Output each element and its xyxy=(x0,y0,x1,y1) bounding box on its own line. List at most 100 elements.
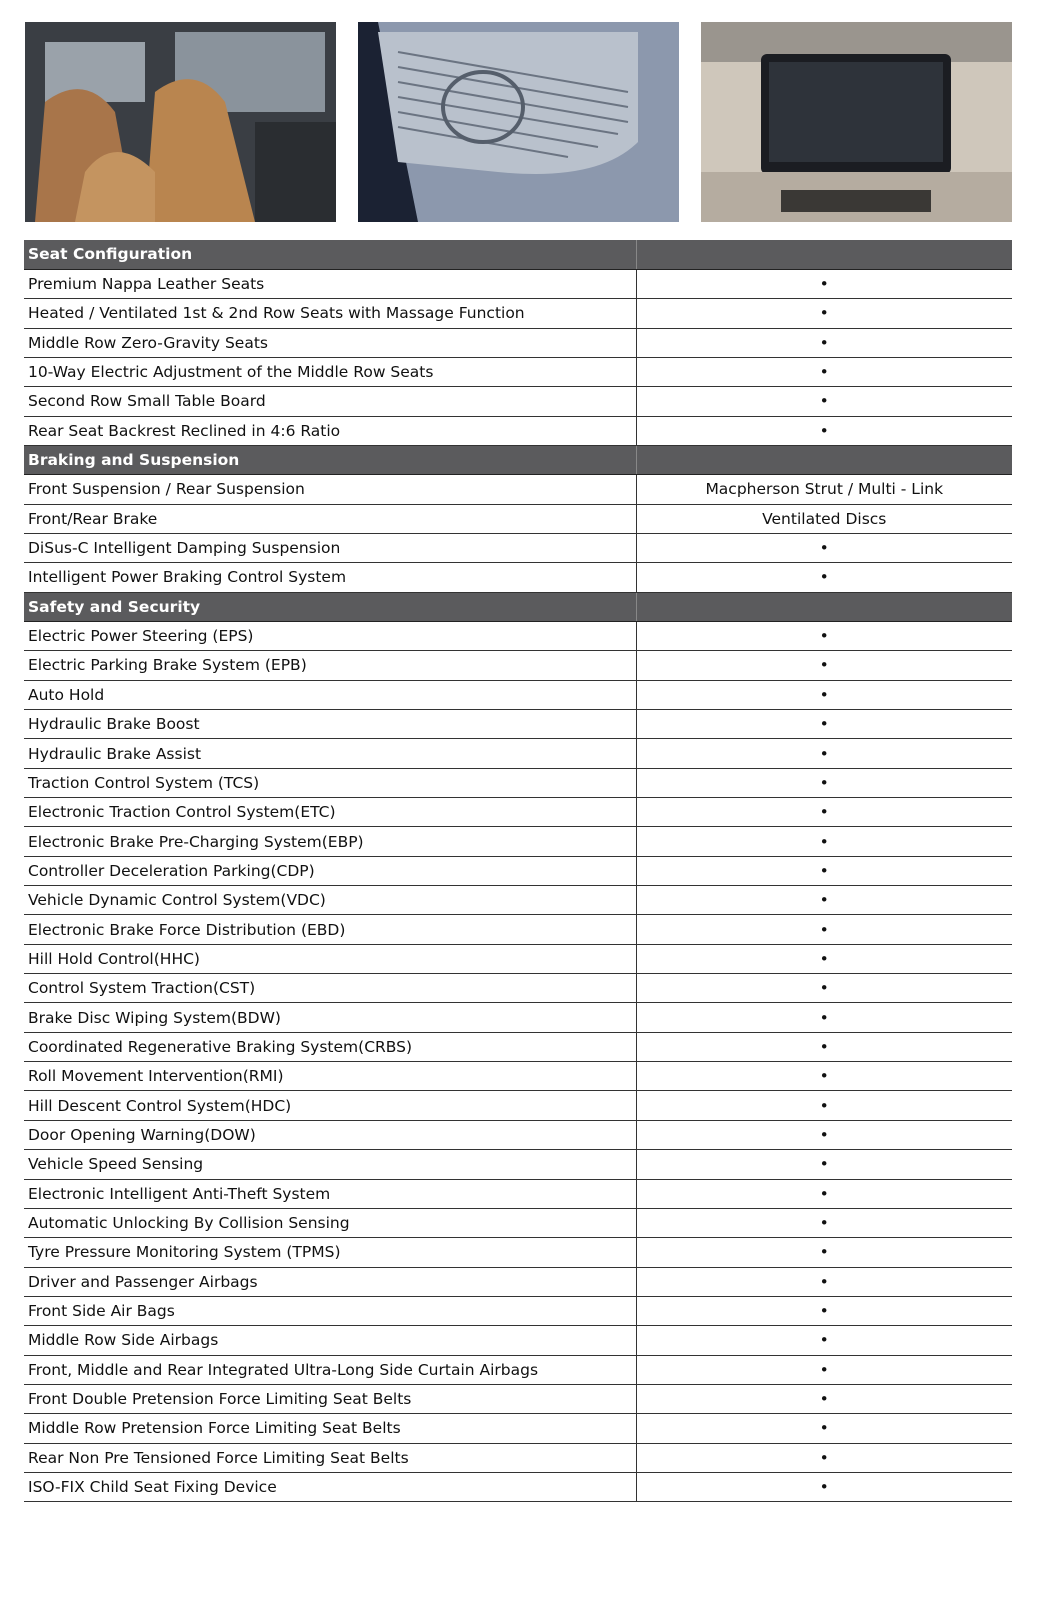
spec-value: • xyxy=(635,1090,1012,1121)
section-header-blank xyxy=(635,592,1012,622)
spec-label: Electronic Brake Force Distribution (EBD… xyxy=(24,914,636,945)
spec-label: Brake Disc Wiping System(BDW) xyxy=(24,1002,636,1033)
spec-label: Front, Middle and Rear Integrated Ultra-… xyxy=(24,1355,636,1385)
spec-row: Door Opening Warning(DOW) • xyxy=(24,1120,1012,1151)
spec-label: Middle Row Pretension Force Limiting Sea… xyxy=(24,1413,636,1444)
spec-label: Auto Hold xyxy=(24,680,636,711)
spec-value: • xyxy=(635,1472,1012,1503)
spec-label: Electronic Brake Pre-Charging System(EBP… xyxy=(24,826,636,857)
spec-value: • xyxy=(635,1032,1012,1063)
spec-label: Vehicle Speed Sensing xyxy=(24,1149,636,1180)
spec-row: Middle Row Pretension Force Limiting Sea… xyxy=(24,1413,1012,1444)
spec-label: Hydraulic Brake Assist xyxy=(24,738,636,769)
interior-seats-photo xyxy=(25,22,336,222)
spec-table: Seat Configuration Premium Nappa Leather … xyxy=(24,240,1012,1503)
spec-label: Middle Row Zero-Gravity Seats xyxy=(24,328,636,358)
spec-value: • xyxy=(635,709,1012,740)
spec-row: Electronic Traction Control System(ETC) • xyxy=(24,797,1012,828)
spec-value: • xyxy=(635,357,1012,388)
spec-label: Hydraulic Brake Boost xyxy=(24,709,636,740)
spec-value: Macpherson Strut / Multi - Link xyxy=(635,474,1012,505)
spec-value: • xyxy=(635,1120,1012,1151)
speaker-photo xyxy=(358,22,679,222)
spec-label: Driver and Passenger Airbags xyxy=(24,1267,636,1297)
spec-row: Front, Middle and Rear Integrated Ultra-… xyxy=(24,1355,1012,1385)
spec-label: Front Double Pretension Force Limiting S… xyxy=(24,1384,636,1415)
spec-value: • xyxy=(635,1061,1012,1092)
spec-row: Intelligent Power Braking Control System… xyxy=(24,562,1012,593)
spec-value: • xyxy=(635,1413,1012,1444)
spec-label: Roll Movement Intervention(RMI) xyxy=(24,1061,636,1092)
spec-value: • xyxy=(635,738,1012,769)
spec-row: Hill Descent Control System(HDC) • xyxy=(24,1090,1012,1121)
spec-value: • xyxy=(635,944,1012,975)
spec-row: Second Row Small Table Board • xyxy=(24,386,1012,417)
spec-value: • xyxy=(635,1296,1012,1327)
spec-row: Electronic Brake Pre-Charging System(EBP… xyxy=(24,826,1012,857)
spec-row: Electric Power Steering (EPS) • xyxy=(24,621,1012,652)
spec-value: • xyxy=(635,1179,1012,1209)
spec-value: • xyxy=(635,1208,1012,1239)
section-header-row: Seat Configuration xyxy=(24,240,1012,270)
spec-row: Electronic Intelligent Anti-Theft System… xyxy=(24,1179,1012,1209)
spec-row: 10-Way Electric Adjustment of the Middle… xyxy=(24,357,1012,388)
spec-row: Coordinated Regenerative Braking System(… xyxy=(24,1032,1012,1063)
spec-row: Front Suspension / Rear Suspension Macphe… xyxy=(24,474,1012,505)
spec-label: Second Row Small Table Board xyxy=(24,386,636,417)
spec-label: Electronic Traction Control System(ETC) xyxy=(24,797,636,828)
spec-label: DiSus-C Intelligent Damping Suspension xyxy=(24,533,636,564)
spec-value: • xyxy=(635,1384,1012,1415)
spec-row: Controller Deceleration Parking(CDP) • xyxy=(24,856,1012,887)
spec-row: Driver and Passenger Airbags • xyxy=(24,1267,1012,1297)
spec-label: ISO-FIX Child Seat Fixing Device xyxy=(24,1472,636,1503)
spec-value: • xyxy=(635,1002,1012,1033)
section-header-blank xyxy=(635,240,1012,270)
spec-value: • xyxy=(635,1237,1012,1268)
spec-row: Middle Row Zero-Gravity Seats • xyxy=(24,328,1012,358)
spec-row: Rear Seat Backrest Reclined in 4:6 Ratio… xyxy=(24,416,1012,446)
spec-value: • xyxy=(635,650,1012,681)
spec-row: Electronic Brake Force Distribution (EBD… xyxy=(24,914,1012,945)
section-header-row: Braking and Suspension xyxy=(24,445,1012,476)
spec-label: Automatic Unlocking By Collision Sensing xyxy=(24,1208,636,1239)
spec-label: Electronic Intelligent Anti-Theft System xyxy=(24,1179,636,1209)
spec-value: • xyxy=(635,298,1012,329)
spec-row: Heated / Ventilated 1st & 2nd Row Seats … xyxy=(24,298,1012,329)
spec-value: • xyxy=(635,416,1012,446)
spec-label: Rear Seat Backrest Reclined in 4:6 Ratio xyxy=(24,416,636,446)
spec-label: Controller Deceleration Parking(CDP) xyxy=(24,856,636,887)
spec-row: Roll Movement Intervention(RMI) • xyxy=(24,1061,1012,1092)
spec-value: • xyxy=(635,973,1012,1004)
spec-label: Heated / Ventilated 1st & 2nd Row Seats … xyxy=(24,298,636,329)
spec-label: Electric Power Steering (EPS) xyxy=(24,621,636,652)
spec-value: • xyxy=(635,386,1012,417)
spec-row: Premium Nappa Leather Seats • xyxy=(24,269,1012,300)
section-title: Safety and Security xyxy=(24,592,636,622)
spec-row: Front/Rear Brake Ventilated Discs xyxy=(24,504,1012,534)
section-title: Braking and Suspension xyxy=(24,445,636,476)
spec-value: • xyxy=(635,680,1012,711)
spec-label: Vehicle Dynamic Control System(VDC) xyxy=(24,885,636,916)
spec-value: • xyxy=(635,621,1012,652)
spec-row: Middle Row Side Airbags • xyxy=(24,1325,1012,1356)
spec-row: Vehicle Speed Sensing • xyxy=(24,1149,1012,1180)
spec-row: Hydraulic Brake Assist • xyxy=(24,738,1012,769)
photos xyxy=(0,22,1061,222)
spec-label: Control System Traction(CST) xyxy=(24,973,636,1004)
spec-row: Brake Disc Wiping System(BDW) • xyxy=(24,1002,1012,1033)
spec-label: Front/Rear Brake xyxy=(24,504,636,534)
spec-label: Intelligent Power Braking Control System xyxy=(24,562,636,593)
dashboard-screen-photo xyxy=(701,22,1012,222)
spec-value: • xyxy=(635,856,1012,887)
spec-label: 10-Way Electric Adjustment of the Middle… xyxy=(24,357,636,388)
spec-row: Hydraulic Brake Boost • xyxy=(24,709,1012,740)
spec-label: Premium Nappa Leather Seats xyxy=(24,269,636,300)
section-title: Seat Configuration xyxy=(24,240,636,270)
spec-row: Traction Control System (TCS) • xyxy=(24,768,1012,799)
spec-row: Rear Non Pre Tensioned Force Limiting Se… xyxy=(24,1443,1012,1473)
section-header-row: Safety and Security xyxy=(24,592,1012,622)
spec-row: Automatic Unlocking By Collision Sensing… xyxy=(24,1208,1012,1239)
section-header-blank xyxy=(635,445,1012,476)
spec-label: Front Suspension / Rear Suspension xyxy=(24,474,636,505)
spec-label: Rear Non Pre Tensioned Force Limiting Se… xyxy=(24,1443,636,1473)
